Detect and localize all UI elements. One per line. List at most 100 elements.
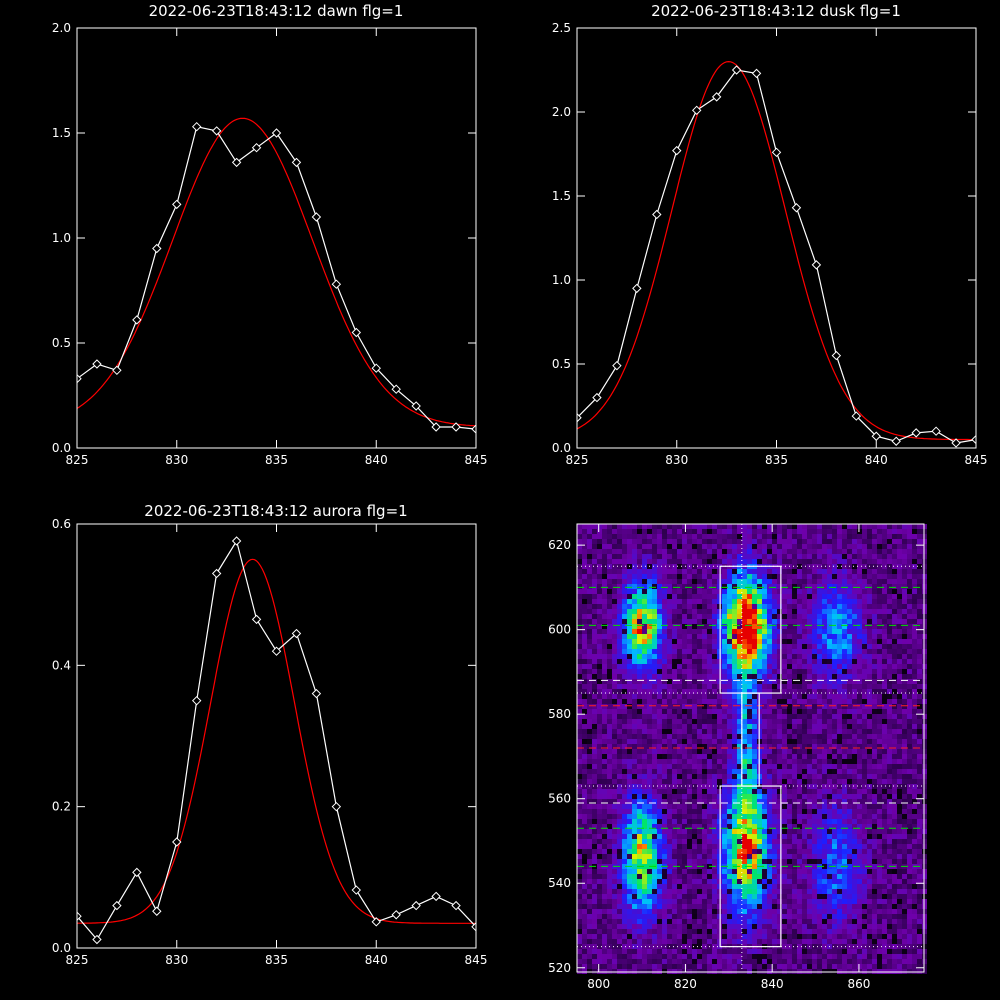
heatmap-cell: [662, 714, 667, 719]
heatmap-cell: [797, 604, 802, 609]
heatmap-cell: [812, 549, 817, 554]
heatmap-cell: [622, 629, 627, 634]
heatmap-cell: [737, 534, 742, 539]
heatmap-cell: [752, 584, 757, 589]
heatmap-cell: [712, 804, 717, 809]
heatmap-cell: [807, 709, 812, 714]
heatmap-cell: [687, 744, 692, 749]
heatmap-cell: [802, 524, 807, 529]
heatmap-cell: [622, 684, 627, 689]
heatmap-cell: [652, 649, 657, 654]
heatmap-cell: [902, 654, 907, 659]
heatmap-cell: [912, 549, 917, 554]
heatmap-cell: [687, 729, 692, 734]
heatmap-cell: [852, 574, 857, 579]
heatmap-cell: [827, 774, 832, 779]
heatmap-cell: [812, 559, 817, 564]
heatmap-cell: [807, 659, 812, 664]
heatmap-cell: [602, 659, 607, 664]
heatmap-cell: [862, 764, 867, 769]
heatmap-cell: [852, 654, 857, 659]
heatmap-cell: [602, 719, 607, 724]
heatmap-cell: [727, 774, 732, 779]
heatmap-cell: [597, 599, 602, 604]
heatmap-cell: [577, 629, 582, 634]
heatmap-cell: [677, 749, 682, 754]
heatmap-cell: [632, 644, 637, 649]
heatmap-cell: [842, 829, 847, 834]
heatmap-cell: [732, 544, 737, 549]
p-1-ytick-label: 2.0: [552, 105, 571, 119]
heatmap-cell: [872, 809, 877, 814]
heatmap-cell: [657, 619, 662, 624]
heatmap-cell: [707, 619, 712, 624]
heatmap-cell: [647, 774, 652, 779]
heatmap-cell: [637, 599, 642, 604]
heatmap-cell: [692, 714, 697, 719]
heatmap-cell: [862, 769, 867, 774]
heatmap-cell: [912, 734, 917, 739]
heatmap-cell: [832, 719, 837, 724]
heatmap-cell: [767, 654, 772, 659]
heatmap-cell: [712, 724, 717, 729]
heatmap-cell: [837, 704, 842, 709]
heatmap-cell: [642, 674, 647, 679]
heatmap-cell: [902, 594, 907, 599]
heatmap-cell: [782, 604, 787, 609]
heatmap-cell: [692, 684, 697, 689]
heatmap-cell: [722, 579, 727, 584]
heatmap-cell: [632, 664, 637, 669]
p-0-xtick-label: 840: [365, 453, 388, 467]
heatmap-cell: [712, 574, 717, 579]
heatmap-cell: [872, 734, 877, 739]
heatmap-cell: [592, 829, 597, 834]
heatmap-cell: [897, 814, 902, 819]
heatmap-cell: [897, 859, 902, 864]
heatmap-cell: [782, 639, 787, 644]
heatmap-cell: [902, 684, 907, 689]
heatmap-cell: [672, 729, 677, 734]
heatmap-cell: [582, 614, 587, 619]
heatmap-cell: [862, 589, 867, 594]
heatmap-cell: [867, 644, 872, 649]
heatmap-cell: [717, 569, 722, 574]
heatmap-cell: [717, 649, 722, 654]
heatmap-cell: [667, 824, 672, 829]
heatmap-cell: [852, 644, 857, 649]
heatmap-cell: [792, 554, 797, 559]
heatmap-cell: [717, 669, 722, 674]
data-point: [411, 401, 421, 411]
heatmap-cell: [672, 859, 677, 864]
dusk-title: 2022-06-23T18:43:12 dusk flg=1: [651, 2, 901, 20]
heatmap-cell: [642, 799, 647, 804]
heatmap-cell: [772, 814, 777, 819]
heatmap-cell: [652, 824, 657, 829]
heatmap-cell: [717, 724, 722, 729]
heatmap-cell: [757, 539, 762, 544]
heatmap-cell: [917, 764, 922, 769]
heatmap-cell: [782, 849, 787, 854]
heatmap-cell: [592, 659, 597, 664]
heatmap-cell: [687, 654, 692, 659]
heatmap-cell: [692, 804, 697, 809]
heatmap-cell: [822, 859, 827, 864]
heatmap-cell: [832, 809, 837, 814]
heatmap-cell: [907, 809, 912, 814]
heatmap-cell: [652, 674, 657, 679]
heatmap-cell: [812, 589, 817, 594]
heatmap-cell: [787, 759, 792, 764]
heatmap-cell: [722, 754, 727, 759]
heatmap-cell: [897, 629, 902, 634]
heatmap-cell: [782, 569, 787, 574]
heatmap-cell: [707, 749, 712, 754]
heatmap-cell: [582, 689, 587, 694]
heatmap-cell: [642, 754, 647, 759]
heatmap-cell: [752, 679, 757, 684]
heatmap-cell: [672, 684, 677, 689]
heatmap-cell: [657, 819, 662, 824]
heatmap-cell: [742, 544, 747, 549]
heatmap-cell: [687, 524, 692, 529]
heatmap-cell: [892, 724, 897, 729]
heatmap-cell: [912, 649, 917, 654]
heatmap-cell: [647, 599, 652, 604]
